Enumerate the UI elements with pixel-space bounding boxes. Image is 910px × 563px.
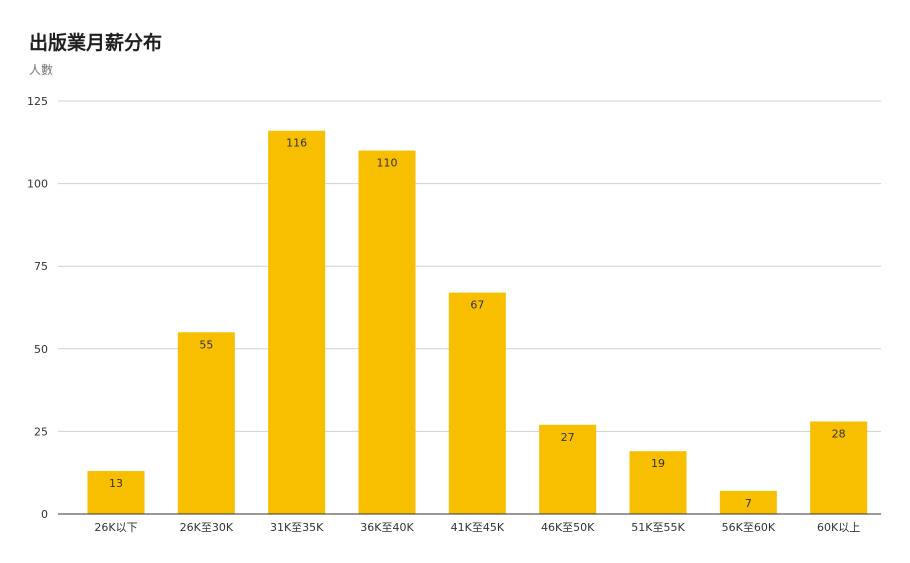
y-tick-label: 100	[27, 178, 48, 191]
chart-title: 出版業月薪分布	[29, 32, 163, 54]
x-tick-label: 56K至60K	[722, 521, 776, 534]
x-tick-label: 46K至50K	[541, 521, 595, 534]
bar	[810, 421, 868, 514]
x-tick-label: 26K以下	[94, 521, 137, 534]
bar	[358, 150, 416, 514]
bar	[448, 292, 506, 514]
y-axis-ticks: 0 25 50 75 100 125	[27, 95, 48, 521]
y-tick-label: 0	[41, 508, 48, 521]
x-tick-label: 41K至45K	[451, 521, 505, 534]
x-axis-ticks: 26K以下 26K至30K 31K至35K 36K至40K 41K至45K 46K至50K…	[94, 521, 860, 534]
bar-data-label: 7	[745, 497, 752, 510]
x-tick-label: 51K至55K	[631, 521, 685, 534]
bar	[177, 332, 235, 514]
chart-subtitle: 人數	[29, 63, 54, 77]
bar	[629, 451, 687, 514]
bar-data-label: 27	[561, 431, 575, 444]
bar	[539, 424, 597, 514]
x-tick-label: 31K至35K	[270, 521, 324, 534]
bar-data-label: 110	[377, 157, 398, 170]
bars: 13 55 116 110 67 27 19 7 28	[87, 130, 868, 514]
x-tick-label: 36K至40K	[360, 521, 414, 534]
y-tick-label: 125	[27, 95, 48, 108]
bar-data-label: 67	[470, 299, 484, 312]
bar	[719, 490, 777, 514]
y-tick-label: 25	[34, 425, 48, 438]
x-tick-label: 60K以上	[817, 521, 860, 534]
x-tick-label: 26K至30K	[180, 521, 234, 534]
bar	[268, 130, 326, 514]
bar-data-label: 13	[109, 477, 123, 490]
bar	[87, 471, 145, 514]
y-tick-label: 50	[34, 343, 48, 356]
bar-data-label: 116	[286, 137, 307, 150]
bar-data-label: 28	[832, 427, 846, 440]
y-tick-label: 75	[34, 260, 48, 273]
bar-data-label: 19	[651, 457, 665, 470]
bar-data-label: 55	[199, 338, 213, 351]
